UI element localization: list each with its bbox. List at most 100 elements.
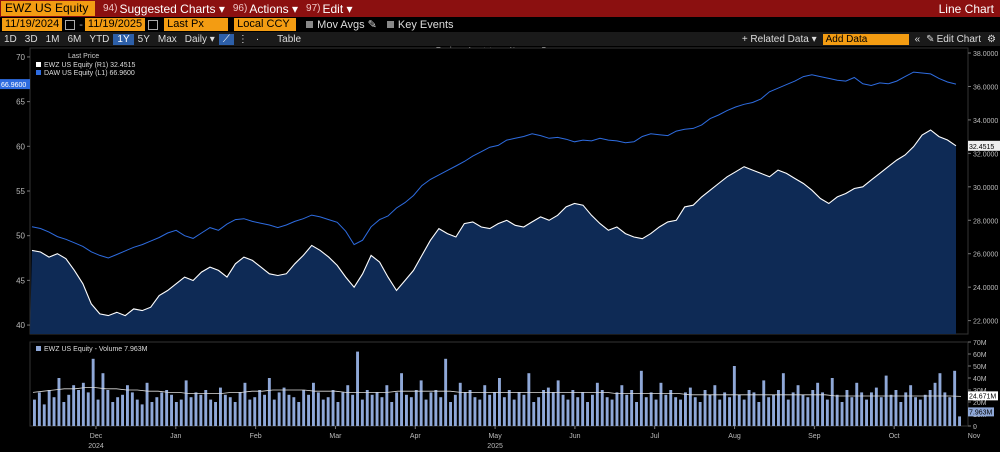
edit-menu[interactable]: 97) Edit ▾ [306,2,353,16]
volume-bar [429,392,433,426]
volume-bar [77,390,80,426]
table-button[interactable]: Table [277,33,302,45]
volume-bar [214,402,217,426]
volume-bar [405,394,408,426]
volume-bar [527,373,531,426]
right-tick-label: 24.0000 [973,285,998,292]
left-tick-label: 40 [16,321,25,330]
volume-bar [292,397,296,426]
daw-line [31,71,957,259]
volume-bar [356,351,359,426]
right-value-tag [968,140,1000,151]
volume-ma-line [32,387,962,397]
volume-bar [170,394,173,426]
key-events-checkbox[interactable] [386,21,394,28]
period-1m[interactable]: 1M [45,33,60,45]
volume-bar [165,390,169,426]
volume-bar [321,399,325,426]
left-tick-label: 45 [16,276,25,285]
volume-last-tag-text: 7.963M [969,409,993,416]
period-ytd[interactable]: YTD [89,33,110,45]
x-label: Sep [808,433,821,440]
volume-bar [209,399,213,426]
mov-avgs-checkbox[interactable] [306,21,314,28]
volume-bar [855,382,859,426]
volume-bar [253,397,257,426]
controls-bar: 11/19/2024 - 11/19/2025 Last Px Local CC… [0,17,1000,32]
volume-bar [194,392,198,426]
volume-bar [414,390,418,426]
volume-bar [179,399,183,426]
volume-bar [542,390,545,426]
volume-bar [860,392,864,426]
volume-bar [233,402,237,426]
volume-bar [938,373,942,426]
volume-bar [434,390,438,426]
more-icon[interactable]: · [255,33,260,45]
period-6m[interactable]: 6M [67,33,82,45]
volume-tick-label: 60M [973,352,987,359]
currency-select[interactable]: Local CCY [234,18,297,31]
volume-bar [390,402,394,426]
left-value-tag [0,79,30,90]
volume-bar [33,399,36,426]
add-data-input[interactable]: Add Data [822,33,909,45]
related-data-button[interactable]: + Related Data ▾ [741,33,817,45]
field-select[interactable]: Last Px [164,18,229,31]
mov-avgs-label: Mov Avgs [317,18,365,31]
volume-bar [659,382,663,426]
suggested-charts-menu[interactable]: 94) Suggested Charts ▾ [103,2,225,16]
legend-swatch-daw [36,70,41,75]
period-1y[interactable]: 1Y [113,33,134,45]
edit-chart-button[interactable]: Edit Chart [936,33,982,45]
volume-bar [537,397,541,426]
volume-bar [258,390,262,426]
volume-bar [189,397,193,426]
actions-menu[interactable]: 96) Actions ▾ [233,2,298,16]
volume-bar [566,399,570,426]
volume-bar [737,394,741,426]
volume-bar [830,378,834,426]
period-max[interactable]: Max [157,33,177,45]
volume-bar [732,366,736,426]
ticker-input[interactable]: EWZ US Equity [1,1,95,16]
volume-bar [204,390,208,426]
x-label: Jan [170,433,181,440]
x-label: Feb [250,433,262,440]
collapse-icon[interactable]: « [914,33,921,45]
calendar-icon[interactable] [65,19,76,30]
volume-bar [747,390,751,426]
volume-bar [302,390,306,426]
period-5y[interactable]: 5Y [137,33,150,45]
volume-bar [130,392,134,426]
volume-bar [282,387,286,426]
start-date-field[interactable]: 11/19/2024 [2,18,63,31]
end-date-field[interactable]: 11/19/2025 [84,18,146,31]
volume-legend: EWZ US Equity - Volume 7.963M [44,346,148,353]
volume-bar [101,373,105,426]
frequency-select[interactable]: Daily ▾ [184,33,215,45]
line-chart-icon[interactable]: ⟋ [218,33,234,45]
volume-bar [174,402,178,426]
volume-bar [219,387,222,426]
chart-type-icon[interactable]: ⋮ [237,33,248,45]
volume-bar [625,394,629,426]
volume-tick-label: 0 [973,424,977,431]
calendar-icon[interactable] [148,19,159,30]
volume-bar [86,392,90,426]
volume-bar [248,399,252,426]
volume-bar [698,402,702,426]
volume-bar [561,394,565,426]
volume-bar [605,397,609,426]
period-3d[interactable]: 3D [24,33,38,45]
volume-bar [595,382,599,426]
pencil-icon[interactable]: ✎ [926,33,935,45]
volume-bar [870,392,873,426]
volume-bar [674,397,678,426]
volume-bar [889,394,893,426]
volume-bar [654,399,658,426]
period-1d[interactable]: 1D [4,33,17,45]
volume-bar [449,402,452,426]
pencil-icon[interactable]: ✎ [367,19,377,31]
gear-icon[interactable]: ⚙ [987,33,996,45]
